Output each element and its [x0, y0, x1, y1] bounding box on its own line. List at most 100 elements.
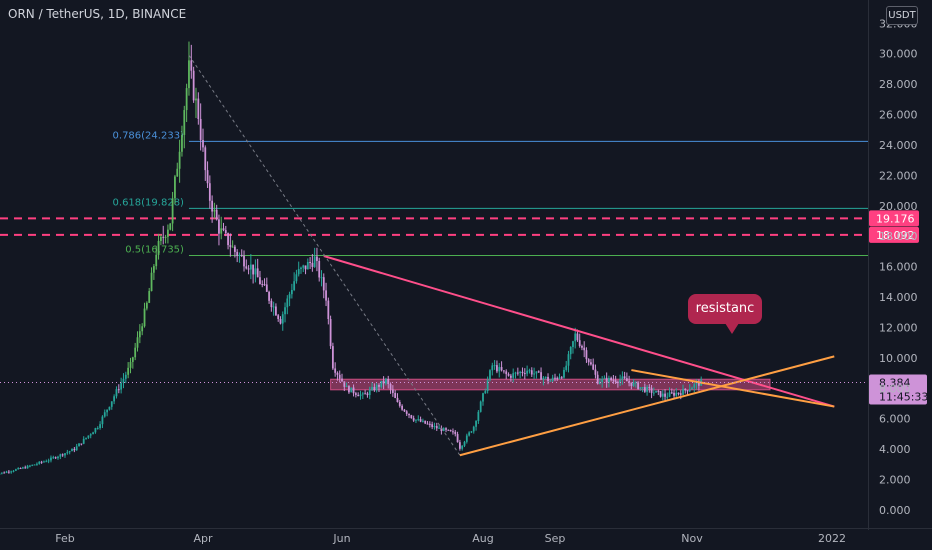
horizontal-levels: 0.786(24.233) 0.618(19.828) 0.5(16.735) 19.… — [0, 130, 919, 256]
candle-body — [236, 251, 239, 257]
candle-body — [263, 284, 266, 286]
price-level-label: 18.092 — [876, 229, 915, 242]
candle-body — [5, 471, 8, 473]
candle-body — [252, 264, 255, 275]
candle-body — [38, 461, 41, 464]
y-tick-label: 8.000 — [879, 382, 911, 395]
candle-body — [243, 255, 245, 267]
candle-body — [417, 419, 420, 421]
trendline — [323, 255, 835, 408]
candle-body — [249, 264, 252, 270]
candle-body — [24, 467, 27, 469]
candle-body — [655, 390, 657, 393]
candle-body — [563, 369, 565, 378]
candle-body — [454, 431, 457, 435]
candle-body — [145, 302, 148, 309]
candle-body — [470, 431, 473, 433]
x-tick-label: Sep — [545, 532, 566, 545]
candle-body — [21, 467, 24, 469]
candle-body — [549, 380, 552, 382]
candle-body — [472, 426, 475, 432]
candle-body — [359, 394, 362, 397]
candle-body — [603, 377, 606, 379]
candle-body — [648, 386, 651, 389]
candle-body — [316, 256, 318, 261]
candle-body — [50, 457, 52, 461]
candle-body — [368, 389, 371, 396]
candle-body — [213, 209, 216, 212]
candle-body — [398, 401, 401, 406]
candle-body — [52, 457, 55, 459]
candle-body — [572, 341, 574, 347]
candle-body — [224, 230, 227, 234]
candle-body — [612, 380, 615, 382]
candle-body — [169, 223, 172, 230]
candle-body — [92, 432, 94, 435]
candle-body — [594, 369, 597, 375]
candle-body — [47, 460, 50, 462]
candle-body — [234, 246, 236, 252]
candle-body — [468, 432, 471, 436]
candle-body — [540, 372, 542, 380]
last-price-badge — [869, 374, 927, 405]
candle-body — [419, 419, 422, 422]
candle-body — [544, 376, 547, 378]
candle-body — [311, 262, 314, 267]
axis-divider — [868, 0, 869, 530]
currency-badge[interactable]: USDT — [886, 6, 918, 25]
candle-body — [19, 468, 22, 470]
candle-body — [596, 374, 599, 384]
candle-body — [500, 367, 503, 371]
candle-body — [331, 346, 334, 369]
candle-body — [7, 471, 10, 473]
candle-body — [122, 378, 125, 383]
candle-body — [433, 426, 436, 428]
candle-body — [82, 438, 85, 444]
candle-body — [590, 362, 592, 365]
candle-body — [519, 371, 522, 374]
candle-body — [134, 347, 137, 358]
candle-body — [152, 266, 155, 273]
candle-body — [486, 380, 489, 391]
candle-body — [238, 254, 241, 257]
candle-body — [697, 382, 700, 386]
candle-body — [387, 379, 390, 385]
chart-title: ORN / TetherUS, 1D, BINANCE — [8, 7, 187, 21]
candle-body — [281, 314, 284, 324]
candle-body — [503, 370, 505, 372]
candle-body — [115, 389, 118, 397]
candle-body — [272, 306, 275, 308]
candle-body — [33, 464, 36, 466]
candle-body — [628, 381, 631, 383]
y-tick-label: 22.000 — [879, 169, 918, 182]
y-tick-label: 4.000 — [879, 443, 911, 456]
candle-body — [220, 228, 223, 234]
candle-body — [632, 382, 635, 386]
candle-body — [605, 377, 608, 383]
candle-body — [567, 354, 570, 366]
candle-body — [131, 357, 134, 362]
candle-body — [405, 411, 408, 414]
candle-body — [461, 445, 464, 449]
candle-body — [329, 319, 332, 347]
candle-body — [64, 453, 66, 456]
candle-body — [526, 370, 529, 374]
x-tick-label: 2022 — [818, 532, 846, 545]
price-level-badge — [869, 210, 919, 227]
resistance-callout[interactable]: resistanc — [688, 294, 762, 324]
candle-body — [85, 437, 87, 439]
time-axis: Feb Apr Jun Aug Sep Nov 2022 — [55, 532, 846, 545]
candle-body — [348, 386, 350, 393]
y-tick-label: 18.000 — [879, 230, 918, 243]
candle-body — [507, 374, 510, 376]
candle-body — [675, 392, 678, 396]
candle-body — [26, 465, 29, 469]
candle-body — [106, 409, 109, 413]
candle-body — [304, 265, 307, 270]
y-tick-label: 2.000 — [879, 474, 911, 487]
candle-body — [482, 393, 484, 402]
candle-body — [36, 463, 38, 465]
candle-body — [108, 406, 111, 410]
candle-body — [141, 326, 144, 332]
